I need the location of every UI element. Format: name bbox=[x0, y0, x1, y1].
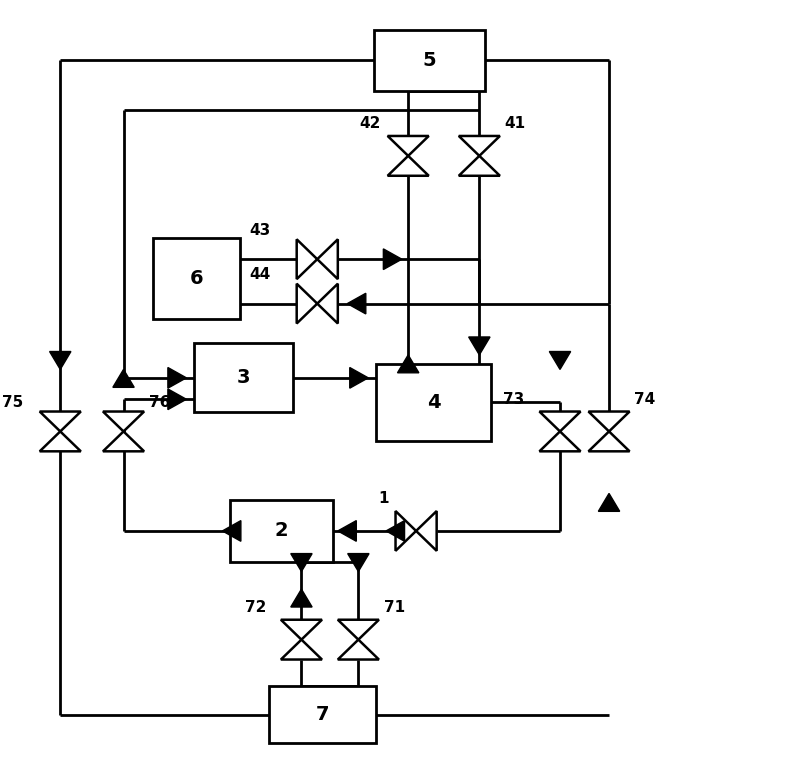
Polygon shape bbox=[290, 554, 312, 571]
Polygon shape bbox=[318, 239, 338, 279]
Text: 6: 6 bbox=[190, 269, 203, 288]
Polygon shape bbox=[103, 432, 144, 451]
Bar bbox=[376, 364, 491, 440]
Polygon shape bbox=[598, 493, 620, 511]
Polygon shape bbox=[338, 620, 379, 640]
Text: 74: 74 bbox=[634, 392, 655, 407]
Polygon shape bbox=[281, 620, 322, 640]
Polygon shape bbox=[386, 520, 405, 541]
Polygon shape bbox=[338, 520, 356, 541]
Polygon shape bbox=[290, 589, 312, 607]
Polygon shape bbox=[589, 432, 630, 451]
Polygon shape bbox=[297, 239, 318, 279]
Polygon shape bbox=[297, 284, 318, 324]
Polygon shape bbox=[222, 520, 241, 541]
Text: 2: 2 bbox=[275, 521, 289, 540]
Polygon shape bbox=[350, 368, 368, 388]
Polygon shape bbox=[458, 136, 500, 156]
Polygon shape bbox=[40, 432, 81, 451]
Polygon shape bbox=[550, 352, 570, 369]
Bar bbox=[194, 343, 293, 412]
Text: 7: 7 bbox=[316, 705, 330, 724]
Text: 43: 43 bbox=[250, 223, 270, 237]
Text: 76: 76 bbox=[149, 395, 170, 410]
Text: 73: 73 bbox=[503, 392, 524, 407]
Polygon shape bbox=[281, 640, 322, 659]
Text: 3: 3 bbox=[237, 369, 250, 387]
Polygon shape bbox=[589, 412, 630, 432]
Polygon shape bbox=[318, 284, 338, 324]
Polygon shape bbox=[347, 293, 366, 314]
Polygon shape bbox=[50, 352, 71, 369]
Text: 42: 42 bbox=[359, 116, 381, 131]
Polygon shape bbox=[388, 136, 429, 156]
Polygon shape bbox=[539, 412, 581, 432]
Polygon shape bbox=[103, 412, 144, 432]
Bar bbox=[153, 238, 240, 318]
Polygon shape bbox=[469, 337, 490, 355]
Text: 1: 1 bbox=[378, 491, 389, 507]
Text: 71: 71 bbox=[384, 600, 405, 615]
Polygon shape bbox=[338, 640, 379, 659]
Bar bbox=[230, 500, 333, 562]
Polygon shape bbox=[383, 249, 402, 270]
Polygon shape bbox=[348, 554, 369, 571]
Polygon shape bbox=[168, 389, 186, 409]
Polygon shape bbox=[398, 355, 419, 373]
Polygon shape bbox=[539, 432, 581, 451]
Polygon shape bbox=[395, 511, 416, 550]
Polygon shape bbox=[416, 511, 437, 550]
Bar bbox=[270, 686, 376, 743]
Text: 72: 72 bbox=[245, 600, 266, 615]
Text: 75: 75 bbox=[2, 395, 23, 410]
Polygon shape bbox=[40, 412, 81, 432]
Text: 41: 41 bbox=[505, 116, 526, 131]
Bar bbox=[374, 29, 485, 91]
Polygon shape bbox=[388, 156, 429, 176]
Polygon shape bbox=[458, 156, 500, 176]
Polygon shape bbox=[113, 369, 134, 387]
Text: 5: 5 bbox=[422, 51, 436, 69]
Polygon shape bbox=[168, 368, 186, 388]
Text: 4: 4 bbox=[426, 393, 440, 412]
Text: 44: 44 bbox=[250, 267, 270, 282]
